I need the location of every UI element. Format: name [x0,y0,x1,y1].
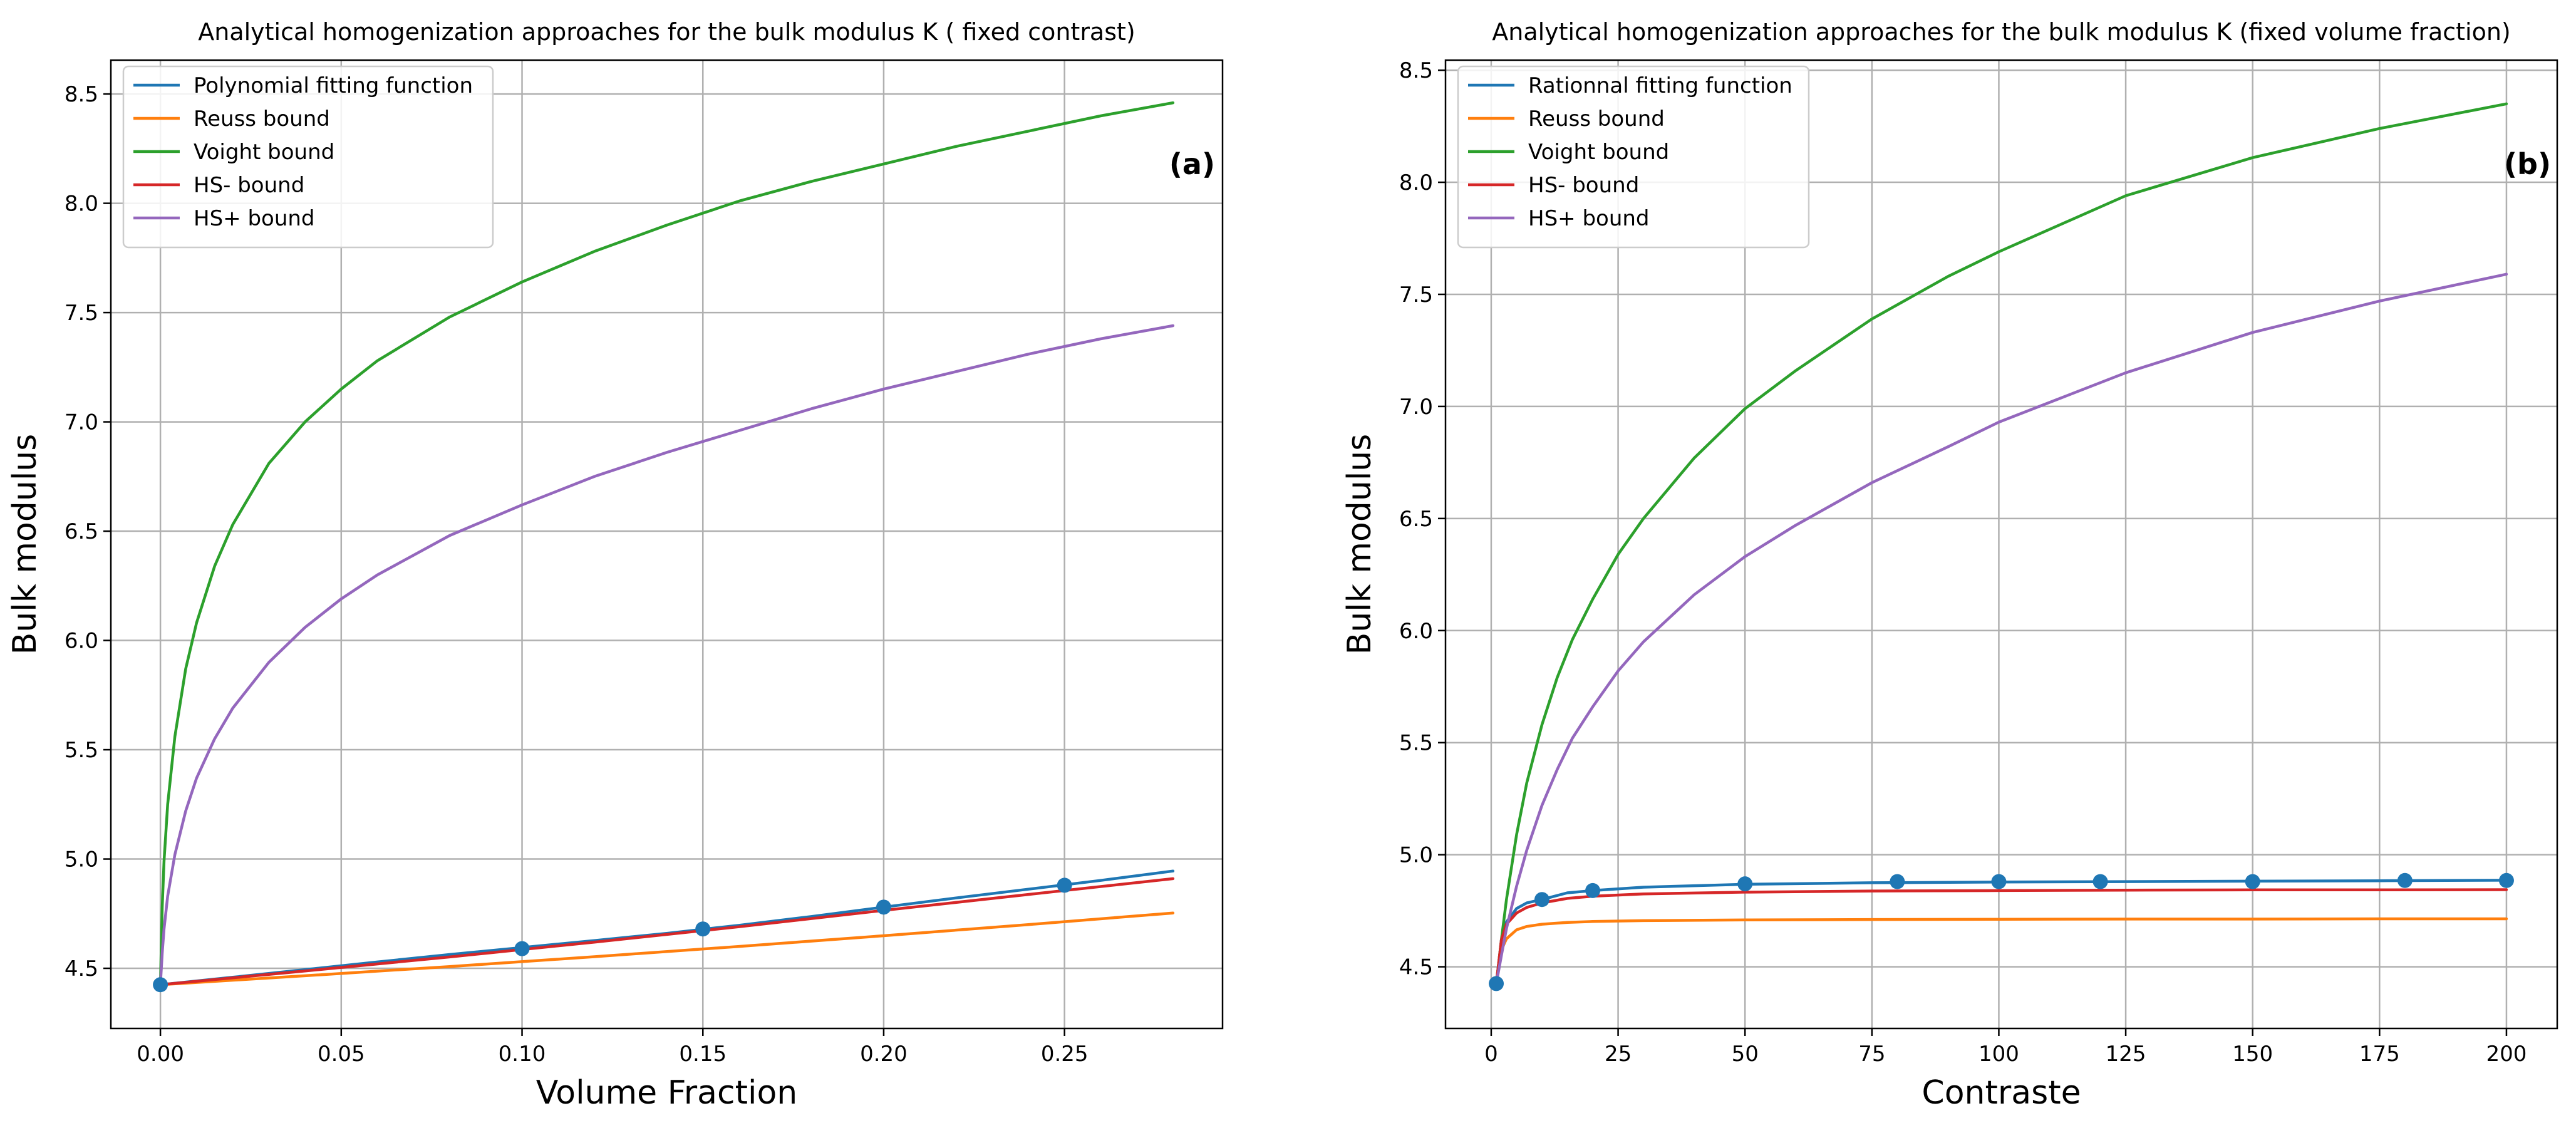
x-tick-label: 100 [1979,1042,2019,1067]
y-tick-label: 5.0 [65,847,98,872]
legend-label: Voight bound [1528,140,1669,165]
data-point-marker [1890,874,1905,889]
panel-label-b: (b) [2504,147,2551,181]
data-point-marker [1585,882,1601,898]
ticks-a: 0.00 0.05 0.10 0.15 0.20 0.25 4.5 5.0 5.5 6.0 6.5 7… [65,82,1089,1067]
data-point-marker [2397,872,2413,888]
x-axis-label-a: Volume Fraction [536,1074,798,1112]
data-point-marker [2498,872,2514,888]
y-tick-label: 7.0 [65,410,98,435]
legend-b: Rationnal fitting function Reuss bound Voi… [1457,65,1810,249]
x-tick-label: 0 [1484,1042,1498,1067]
legend-label: HS+ bound [194,206,315,231]
legend-label: Polynomial fitting function [194,73,473,98]
y-tick-label: 8.5 [65,82,98,107]
y-tick-label: 6.5 [1399,507,1433,532]
x-tick-label: 200 [2486,1042,2527,1067]
x-tick-label: 175 [2359,1042,2400,1067]
data-point-marker [2092,874,2108,889]
legend-box [1457,65,1810,249]
data-point-marker [876,899,891,915]
grid-b [1446,60,2557,1028]
series-line-hs-bound [158,877,1175,986]
y-axis-label-a: Bulk modulus [6,434,44,655]
y-tick-label: 4.5 [65,956,98,981]
y-tick-label: 6.0 [65,629,98,654]
y-axis-label-b: Bulk modulus [1341,434,1379,655]
series-line-reuss-bound [1494,917,2508,985]
x-tick-label: 50 [1732,1042,1759,1067]
legend-label: HS- bound [194,173,304,198]
y-tick-label: 7.5 [1399,282,1433,308]
x-tick-label: 0.05 [318,1042,365,1067]
x-axis-label-b: Contraste [1922,1074,2081,1112]
x-tick-label: 0.10 [499,1042,546,1067]
data-point-marker [1489,976,1504,991]
x-tick-label: 75 [1858,1042,1885,1067]
grid-a [111,60,1223,1028]
legend-label: HS- bound [1528,173,1639,198]
y-tick-label: 5.5 [1399,731,1433,756]
legend-box [122,65,494,249]
data-point-marker [695,921,711,937]
series-line-rationnal-fitting-function [1494,879,2508,985]
y-tick-label: 4.5 [1399,955,1433,980]
series-line-voight-bound [1494,102,2508,985]
x-tick-label: 125 [2106,1042,2146,1067]
chart-title-b: Analytical homogenization approaches for… [1492,18,2511,46]
data-point-marker [153,977,168,993]
data-point-marker [1534,892,1549,908]
series-line-voight-bound [158,101,1175,986]
data-point-marker [514,941,530,956]
y-tick-label: 8.5 [1399,58,1433,83]
chart-title-a: Analytical homogenization approaches for… [198,18,1135,46]
x-tick-label: 0.20 [860,1042,908,1067]
y-tick-label: 7.0 [1399,395,1433,420]
y-tick-label: 8.0 [65,192,98,217]
series-line-hs-bound [158,324,1175,986]
data-point-marker [1057,877,1072,893]
y-tick-label: 7.5 [65,301,98,326]
series-line-hs-bound [1494,888,2508,985]
data-point-marker [2245,874,2260,889]
ticks-b: 0 25 50 75 100 125 150 175 200 4.5 5.0 5.5 6.0 6.5 7.0… [1399,58,2527,1067]
series-line-hs-bound [1494,272,2508,985]
legend-a: Polynomial fitting function Reuss bound Vo… [122,65,494,249]
x-tick-label: 0.15 [679,1042,727,1067]
x-tick-label: 0.25 [1041,1042,1089,1067]
x-tick-label: 0.00 [137,1042,184,1067]
y-tick-label: 5.0 [1399,843,1433,868]
legend-label: Rationnal fitting function [1528,73,1792,98]
y-tick-label: 6.0 [1399,619,1433,644]
x-tick-label: 150 [2232,1042,2273,1067]
chart-panel-a: 0.00 0.05 0.10 0.15 0.20 0.25 4.5 5.0 5.5 6.0 6.5 7… [6,18,1224,1112]
legend-label: HS+ bound [1528,206,1650,231]
y-tick-label: 5.5 [65,738,98,763]
panel-label-a: (a) [1169,147,1215,181]
legend-label: Reuss bound [194,106,330,132]
series-layer-b [1494,102,2508,985]
y-tick-label: 6.5 [65,519,98,544]
legend-label: Reuss bound [1528,106,1665,132]
legend-label: Voight bound [194,140,334,165]
y-tick-label: 8.0 [1399,170,1433,195]
series-line-reuss-bound [158,911,1175,986]
series-layer-a [158,101,1175,986]
data-point-marker [1737,876,1753,892]
plot-frame-a [110,59,1224,1030]
plot-frame-b [1444,59,2558,1030]
markers-layer-a [153,877,1072,993]
markers-layer-b [1489,872,2514,991]
x-tick-label: 25 [1605,1042,1632,1067]
chart-panel-b: 0 25 50 75 100 125 150 175 200 4.5 5.0 5.5 6.0 6.5 7.0… [1341,18,2558,1112]
data-point-marker [1991,874,2007,889]
